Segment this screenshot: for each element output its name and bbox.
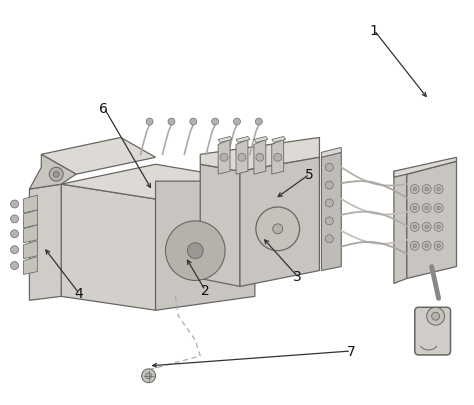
Circle shape: [410, 204, 419, 213]
Circle shape: [212, 119, 219, 126]
Circle shape: [422, 204, 431, 213]
FancyBboxPatch shape: [415, 307, 450, 355]
Circle shape: [142, 369, 155, 383]
Polygon shape: [218, 140, 230, 175]
Circle shape: [422, 223, 431, 232]
Polygon shape: [61, 165, 255, 200]
Circle shape: [220, 154, 228, 162]
Polygon shape: [321, 153, 341, 271]
Polygon shape: [61, 185, 155, 311]
Circle shape: [422, 242, 431, 251]
Circle shape: [10, 230, 18, 238]
Circle shape: [325, 217, 333, 225]
Polygon shape: [218, 137, 232, 143]
Polygon shape: [321, 148, 341, 158]
Polygon shape: [254, 140, 266, 175]
Circle shape: [256, 154, 264, 162]
Circle shape: [413, 188, 417, 192]
Circle shape: [434, 204, 443, 213]
Circle shape: [234, 119, 240, 126]
Polygon shape: [272, 140, 283, 175]
Circle shape: [434, 185, 443, 194]
Polygon shape: [394, 172, 407, 284]
Polygon shape: [29, 155, 76, 190]
Circle shape: [432, 313, 439, 320]
Circle shape: [437, 226, 440, 229]
Circle shape: [437, 207, 440, 210]
Polygon shape: [24, 241, 37, 259]
Text: 5: 5: [305, 168, 314, 182]
Circle shape: [146, 373, 152, 379]
Text: 1: 1: [370, 24, 379, 38]
Polygon shape: [236, 140, 248, 175]
Circle shape: [10, 246, 18, 254]
Polygon shape: [254, 137, 268, 143]
Circle shape: [437, 244, 440, 248]
Circle shape: [410, 223, 419, 232]
Circle shape: [413, 226, 417, 229]
Polygon shape: [24, 257, 37, 275]
Circle shape: [413, 244, 417, 248]
Polygon shape: [24, 225, 37, 243]
Circle shape: [410, 242, 419, 251]
Polygon shape: [407, 162, 456, 279]
Circle shape: [325, 164, 333, 172]
Circle shape: [422, 185, 431, 194]
Text: 3: 3: [293, 270, 302, 284]
Circle shape: [165, 221, 225, 281]
Circle shape: [410, 185, 419, 194]
Polygon shape: [155, 182, 255, 311]
Circle shape: [325, 235, 333, 243]
Circle shape: [10, 215, 18, 223]
Circle shape: [425, 207, 428, 210]
Circle shape: [425, 226, 428, 229]
Circle shape: [325, 200, 333, 207]
Polygon shape: [200, 138, 319, 172]
Circle shape: [168, 119, 175, 126]
Circle shape: [187, 243, 203, 259]
Polygon shape: [200, 165, 240, 287]
Polygon shape: [24, 196, 37, 213]
Polygon shape: [29, 185, 61, 301]
Circle shape: [425, 188, 428, 192]
Polygon shape: [240, 158, 319, 287]
Circle shape: [273, 224, 283, 234]
Text: 6: 6: [100, 101, 109, 115]
Circle shape: [274, 154, 282, 162]
Circle shape: [325, 182, 333, 190]
Circle shape: [146, 119, 153, 126]
Circle shape: [53, 172, 59, 178]
Polygon shape: [236, 137, 250, 143]
Circle shape: [437, 188, 440, 192]
Polygon shape: [41, 138, 155, 175]
Polygon shape: [24, 211, 37, 228]
Text: 7: 7: [347, 344, 356, 358]
Text: 4: 4: [75, 287, 83, 301]
Polygon shape: [272, 137, 286, 143]
Circle shape: [434, 242, 443, 251]
Text: 2: 2: [201, 284, 210, 298]
Circle shape: [255, 119, 262, 126]
Circle shape: [413, 207, 417, 210]
Circle shape: [434, 223, 443, 232]
Circle shape: [49, 168, 63, 182]
Circle shape: [256, 207, 300, 251]
Polygon shape: [394, 158, 456, 178]
Circle shape: [190, 119, 197, 126]
Circle shape: [425, 244, 428, 248]
Circle shape: [10, 200, 18, 209]
Circle shape: [427, 307, 445, 325]
Circle shape: [238, 154, 246, 162]
Circle shape: [10, 262, 18, 270]
